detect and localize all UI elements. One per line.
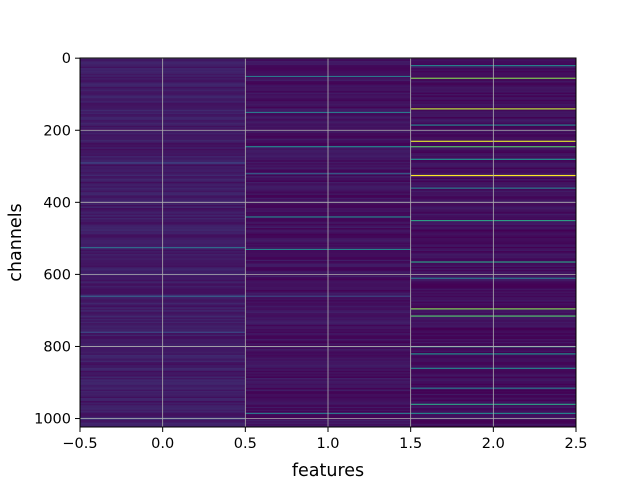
x-axis-label: features xyxy=(292,461,364,480)
plot-area xyxy=(79,57,577,428)
y-tick-label: 600 xyxy=(43,267,71,283)
x-tick-label: 1.5 xyxy=(399,436,422,452)
x-axis-ticks: −0.5 0.0 0.5 1.0 1.5 2.0 2.5 xyxy=(62,427,588,452)
x-tick-label: 2.5 xyxy=(564,436,587,452)
y-tick-label: 0 xyxy=(62,51,71,67)
x-tick-label: 0.5 xyxy=(234,436,257,452)
y-axis-ticks: 0 200 400 600 800 1000 xyxy=(34,51,80,428)
x-tick-label: 2.0 xyxy=(482,436,505,452)
x-tick-label: 1.0 xyxy=(316,436,339,452)
x-tick-label: 0.0 xyxy=(151,436,174,452)
y-axis-label: channels xyxy=(6,203,26,281)
y-tick-label: 800 xyxy=(43,339,71,355)
y-tick-label: 400 xyxy=(43,195,71,211)
y-tick-label: 200 xyxy=(43,123,71,139)
y-tick-label: 1000 xyxy=(34,412,71,428)
x-tick-label: −0.5 xyxy=(62,436,97,452)
